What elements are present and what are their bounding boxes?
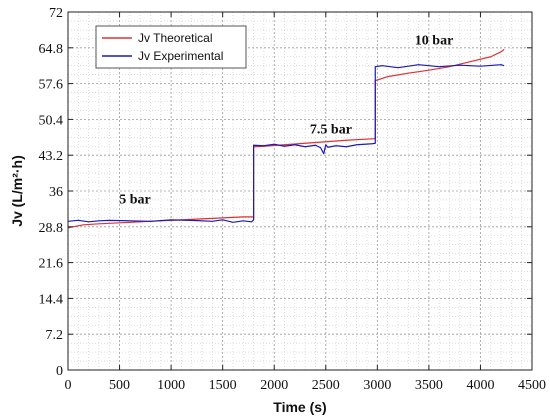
y-tick-label: 57.6 [39, 78, 64, 93]
y-tick-label: 64.8 [39, 42, 64, 57]
x-tick-label: 0 [65, 378, 72, 393]
x-tick-label: 2000 [260, 378, 288, 393]
y-tick-label: 0 [56, 364, 63, 379]
x-tick-label: 2500 [312, 378, 340, 393]
x-tick-label: 1500 [209, 378, 237, 393]
y-tick-label: 72 [49, 6, 63, 21]
y-tick-label: 14.4 [39, 292, 64, 307]
y-tick-label: 36 [49, 185, 63, 200]
major-grid [68, 12, 532, 370]
y-axis-label: Jv (L/m²·h) [9, 155, 25, 227]
legend-entry-label: Jv Experimental [138, 49, 223, 63]
x-tick-label: 3000 [363, 378, 391, 393]
y-tick-label: 21.6 [39, 257, 64, 272]
legend-box [95, 25, 247, 69]
series-line-experimental [67, 64, 505, 223]
series-layer [67, 48, 505, 229]
x-axis-label: Time (s) [273, 399, 326, 415]
x-tick-label: 1000 [157, 378, 185, 393]
pressure-annotation: 5 bar [119, 192, 151, 207]
annotations: 5 bar 7.5 bar 10 bar [119, 33, 453, 207]
legend: Jv Theoretical Jv Experimental [95, 25, 247, 69]
x-tick-label: 3500 [415, 378, 443, 393]
x-tick-label: 500 [109, 378, 130, 393]
y-tick-label: 7.2 [46, 328, 64, 343]
pressure-annotation: 10 bar [415, 33, 454, 48]
y-tick-label: 28.8 [39, 221, 64, 236]
y-tick-label: 50.4 [39, 113, 64, 128]
y-tick-label: 43.2 [39, 149, 64, 164]
legend-entry-label: Jv Theoretical [138, 31, 212, 45]
x-tick-labels: 0 500 1000 1500 2000 2500 3000 3500 4000 4500 [65, 378, 547, 393]
x-tick-label: 4500 [518, 378, 546, 393]
pressure-annotation: 7.5 bar [310, 122, 352, 137]
minor-grid [68, 12, 532, 370]
tick-marks [67, 11, 533, 371]
y-tick-labels: 0 7.2 14.4 21.6 28.8 36 43.2 50.4 57.6 64.8 72 [39, 6, 64, 379]
x-tick-label: 4000 [466, 378, 494, 393]
